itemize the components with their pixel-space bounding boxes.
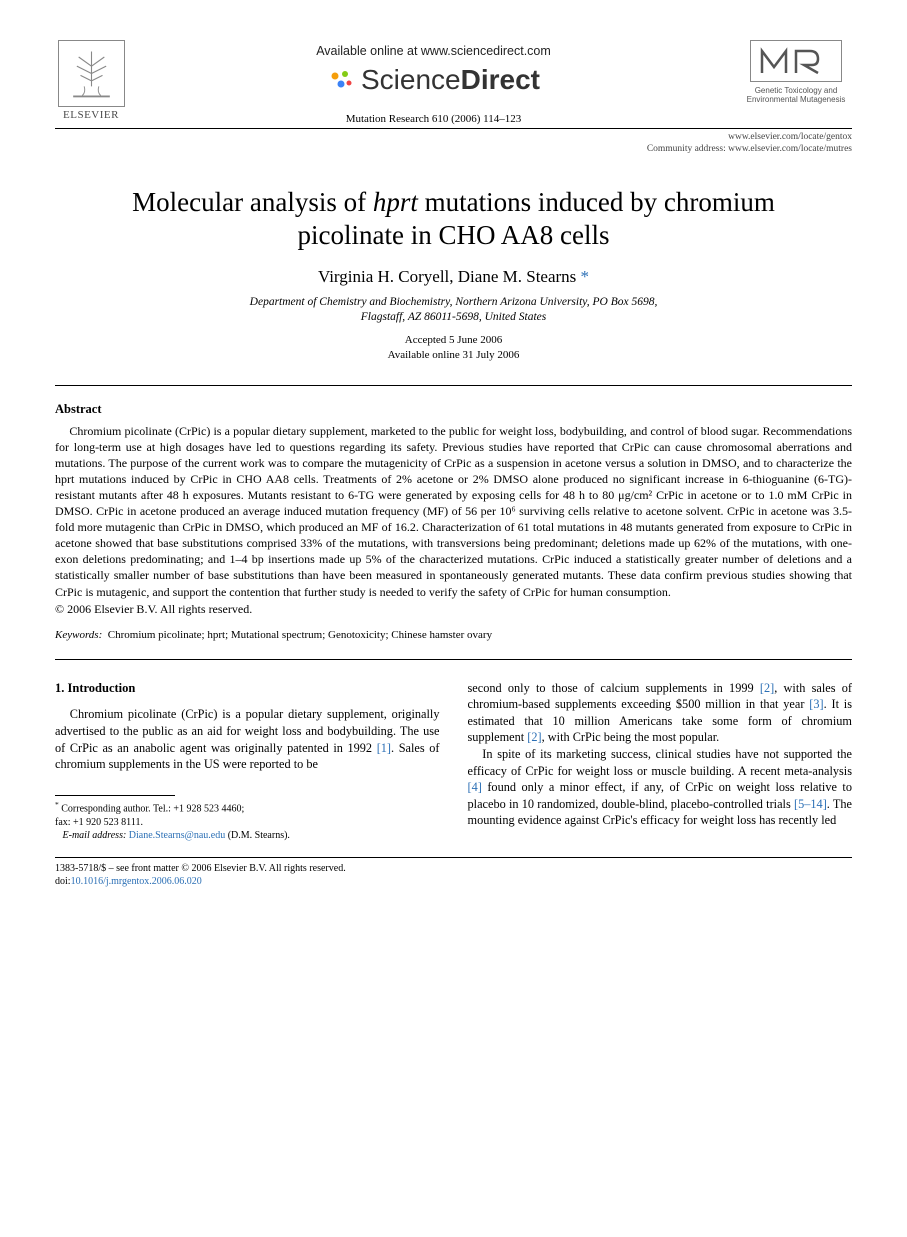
sciencedirect-icon — [327, 66, 355, 94]
center-header: Available online at www.sciencedirect.co… — [127, 40, 740, 125]
available-online-text: Available online at www.sciencedirect.co… — [127, 44, 740, 58]
journal-link-2[interactable]: www.elsevier.com/locate/mutres — [728, 144, 852, 154]
corr-author-fax: fax: +1 920 523 8111. — [55, 817, 143, 828]
footnote-separator — [55, 795, 175, 796]
citation-2b[interactable]: [2] — [527, 730, 541, 744]
column-left: 1. Introduction Chromium picolinate (CrP… — [55, 680, 440, 843]
author-2: Diane M. Stearns — [458, 267, 577, 286]
journal-subtitle: Genetic Toxicology and Environmental Mut… — [740, 86, 852, 104]
publisher-name: ELSEVIER — [55, 109, 127, 121]
affiliation: Department of Chemistry and Biochemistry… — [55, 295, 852, 325]
keywords-text: Chromium picolinate; hprt; Mutational sp… — [108, 629, 492, 641]
issn-front-matter: 1383-5718/$ – see front matter © 2006 El… — [55, 863, 346, 874]
citation-3[interactable]: [3] — [809, 697, 823, 711]
bottom-info: 1383-5718/$ – see front matter © 2006 El… — [55, 862, 852, 889]
article-dates: Accepted 5 June 2006 Available online 31… — [55, 333, 852, 363]
header-rule — [55, 128, 852, 129]
title-italic-gene: hprt — [373, 187, 418, 217]
citation-4[interactable]: [4] — [468, 780, 482, 794]
footnote-asterisk: * — [55, 800, 59, 809]
corr-author-tel: Corresponding author. Tel.: +1 928 523 4… — [61, 803, 244, 814]
affiliation-line-2: Flagstaff, AZ 86011-5698, United States — [361, 311, 547, 323]
accepted-date: Accepted 5 June 2006 — [405, 334, 502, 346]
publisher-logo: ELSEVIER — [55, 40, 127, 121]
abstract-body: Chromium picolinate (CrPic) is a popular… — [55, 423, 852, 600]
title-pre: Molecular analysis of — [132, 187, 373, 217]
article-title: Molecular analysis of hprt mutations ind… — [95, 186, 812, 254]
journal-link-1[interactable]: www.elsevier.com/locate/gentox — [728, 132, 852, 142]
bottom-rule — [55, 857, 852, 858]
footnote-block: * Corresponding author. Tel.: +1 928 523… — [55, 800, 440, 843]
intro-text-2d: , with CrPic being the most popular. — [542, 730, 720, 744]
authors-line: Virginia H. Coryell, Diane M. Stearns * — [55, 267, 852, 287]
abstract-rule-top — [55, 385, 852, 386]
sciencedirect-logo: ScienceDirect — [327, 64, 540, 96]
intro-text-3a: In spite of its marketing success, clini… — [468, 747, 853, 778]
journal-reference: Mutation Research 610 (2006) 114–123 — [127, 113, 740, 125]
intro-para-2: In spite of its marketing success, clini… — [468, 746, 853, 829]
journal-logo-box: Genetic Toxicology and Environmental Mut… — [740, 40, 852, 104]
intro-para-1-cont: second only to those of calcium suppleme… — [468, 680, 853, 746]
sciencedirect-wordmark: ScienceDirect — [361, 64, 540, 96]
email-label: E-mail address: — [63, 830, 127, 841]
corresponding-author-link[interactable]: * — [581, 267, 590, 286]
column-right: second only to those of calcium suppleme… — [468, 680, 853, 843]
page-container: ELSEVIER Available online at www.science… — [0, 0, 907, 919]
keywords-label: Keywords: — [55, 629, 102, 641]
sd-text-bold: Direct — [461, 64, 540, 95]
author-1: Virginia H. Coryell — [318, 267, 449, 286]
intro-text-2a: second only to those of calcium suppleme… — [468, 681, 760, 695]
citation-5-14[interactable]: [5–14] — [794, 797, 827, 811]
abstract-heading: Abstract — [55, 402, 852, 417]
journal-logo-icon — [750, 40, 842, 82]
header-row: ELSEVIER Available online at www.science… — [55, 40, 852, 125]
citation-2[interactable]: [2] — [760, 681, 774, 695]
body-columns: 1. Introduction Chromium picolinate (CrP… — [55, 680, 852, 843]
doi-link[interactable]: 10.1016/j.mrgentox.2006.06.020 — [71, 876, 202, 887]
affiliation-line-1: Department of Chemistry and Biochemistry… — [250, 296, 658, 308]
doi-prefix: doi: — [55, 876, 71, 887]
abstract-copyright: © 2006 Elsevier B.V. All rights reserved… — [55, 602, 852, 617]
elsevier-tree-icon — [58, 40, 125, 107]
abstract-rule-bottom — [55, 659, 852, 660]
email-name-suffix: (D.M. Stearns). — [228, 830, 290, 841]
header-links: www.elsevier.com/locate/gentox Community… — [55, 131, 852, 156]
online-date: Available online 31 July 2006 — [388, 349, 520, 361]
section-heading-intro: 1. Introduction — [55, 680, 440, 697]
keywords-line: Keywords: Chromium picolinate; hprt; Mut… — [55, 629, 852, 641]
community-label: Community address: — [647, 144, 728, 154]
intro-para-1: Chromium picolinate (CrPic) is a popular… — [55, 706, 440, 772]
sd-text-light: Science — [361, 64, 461, 95]
corr-asterisk: * — [581, 267, 590, 286]
corr-author-email[interactable]: Diane.Stearns@nau.edu — [129, 830, 225, 841]
citation-1[interactable]: [1] — [377, 741, 391, 755]
